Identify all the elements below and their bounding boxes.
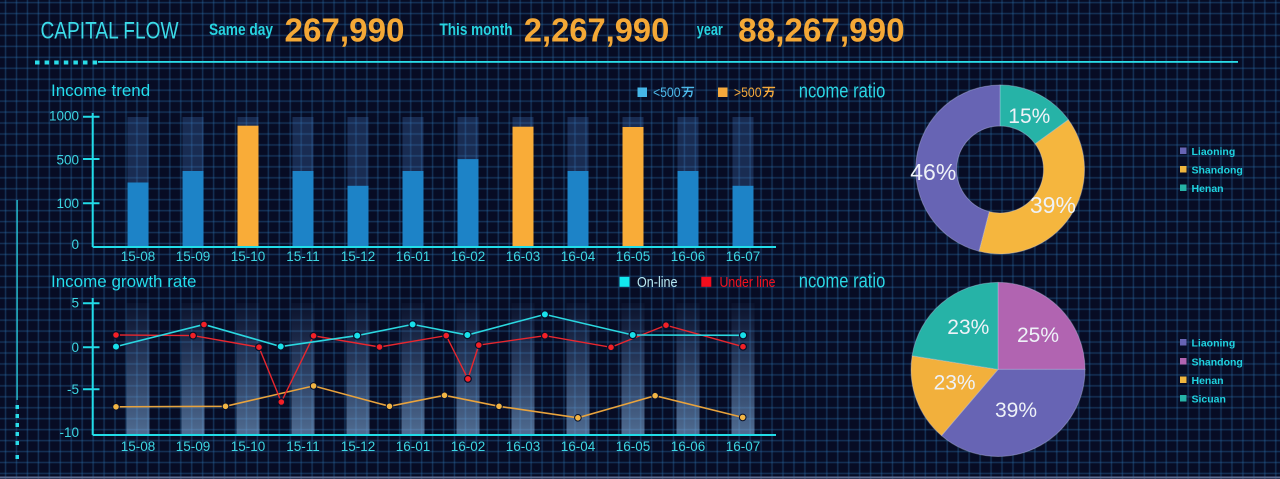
svg-text:88,267,990: 88,267,990	[738, 11, 905, 48]
svg-text:Sicuan: Sicuan	[1192, 394, 1226, 406]
svg-text:>500: >500	[734, 84, 762, 100]
svg-text:5: 5	[71, 296, 79, 311]
svg-text:15-08: 15-08	[121, 439, 156, 454]
svg-text:15-09: 15-09	[176, 439, 211, 454]
svg-text:<500: <500	[653, 84, 681, 100]
svg-text:ncome ratio: ncome ratio	[799, 271, 886, 293]
svg-text:Henan: Henan	[1192, 183, 1224, 195]
svg-text:15-08: 15-08	[121, 249, 156, 264]
svg-text:267,990: 267,990	[285, 11, 405, 48]
svg-text:39%: 39%	[1030, 192, 1076, 218]
svg-text:Henan: Henan	[1192, 375, 1224, 387]
svg-text:0: 0	[71, 237, 79, 252]
svg-text:Liaoning: Liaoning	[1192, 146, 1236, 158]
svg-text:46%: 46%	[910, 159, 956, 185]
svg-text:15-09: 15-09	[176, 249, 211, 264]
svg-text:2,267,990: 2,267,990	[524, 11, 670, 48]
svg-text:23%: 23%	[947, 316, 989, 339]
svg-text:0: 0	[71, 340, 79, 355]
svg-text:16-06: 16-06	[671, 249, 706, 264]
svg-text:15-12: 15-12	[341, 439, 376, 454]
svg-text:16-03: 16-03	[506, 439, 541, 454]
svg-text:16-03: 16-03	[506, 249, 541, 264]
svg-text:15-12: 15-12	[341, 249, 376, 264]
svg-text:16-06: 16-06	[671, 439, 706, 454]
svg-text:16-05: 16-05	[616, 249, 651, 264]
svg-text:500: 500	[56, 153, 79, 168]
svg-text:Same day: Same day	[209, 20, 273, 39]
svg-text:16-01: 16-01	[396, 249, 431, 264]
svg-text:Liaoning: Liaoning	[1192, 338, 1236, 350]
svg-text:16-07: 16-07	[726, 249, 761, 264]
svg-text:16-04: 16-04	[561, 249, 596, 264]
svg-text:16-05: 16-05	[616, 439, 651, 454]
svg-text:16-02: 16-02	[451, 249, 486, 264]
svg-text:16-01: 16-01	[396, 439, 431, 454]
svg-text:Shandong: Shandong	[1192, 165, 1243, 177]
svg-text:15-10: 15-10	[231, 249, 266, 264]
svg-text:16-04: 16-04	[561, 439, 596, 454]
svg-text:CAPITAL FLOW: CAPITAL FLOW	[41, 18, 179, 45]
svg-text:25%: 25%	[1017, 324, 1059, 347]
svg-text:-10: -10	[59, 425, 79, 440]
svg-text:This month: This month	[440, 20, 513, 39]
svg-text:16-07: 16-07	[726, 439, 761, 454]
svg-text:-5: -5	[67, 382, 79, 397]
svg-text:year: year	[697, 20, 723, 39]
svg-text:15-11: 15-11	[286, 439, 320, 454]
svg-text:Income trend: Income trend	[51, 81, 150, 100]
svg-text:23%: 23%	[934, 372, 976, 395]
svg-text:ncome ratio: ncome ratio	[799, 81, 886, 103]
svg-text:Shandong: Shandong	[1192, 357, 1243, 369]
svg-text:100: 100	[56, 196, 79, 211]
svg-text:16-02: 16-02	[451, 439, 486, 454]
svg-text:1000: 1000	[49, 109, 79, 124]
svg-text:15%: 15%	[1008, 105, 1050, 128]
svg-text:Under line: Under line	[720, 274, 776, 291]
svg-text:On-line: On-line	[637, 274, 678, 291]
svg-text:15-10: 15-10	[231, 439, 266, 454]
svg-text:15-11: 15-11	[286, 249, 320, 264]
svg-text:Income growth rate: Income growth rate	[51, 272, 197, 291]
svg-text:39%: 39%	[995, 399, 1037, 422]
